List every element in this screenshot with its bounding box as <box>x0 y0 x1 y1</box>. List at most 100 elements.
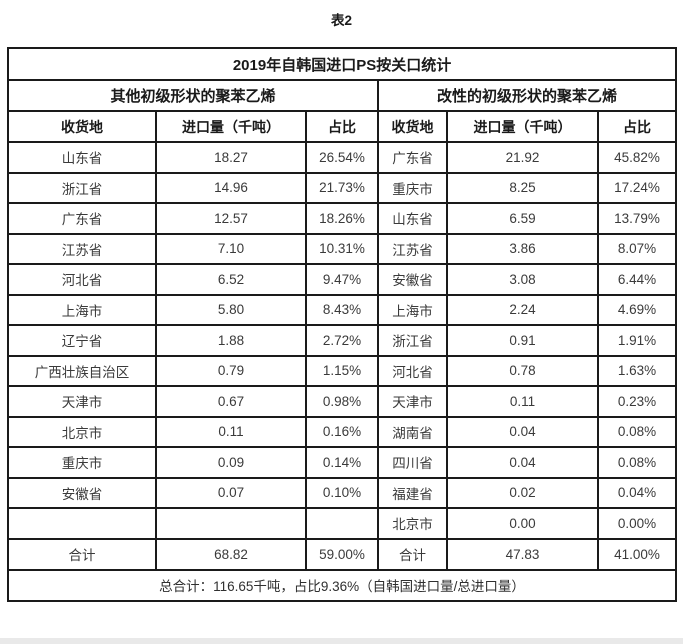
cell-share-right: 0.00% <box>596 507 678 540</box>
table-row: 辽宁省 1.88 2.72% 浙江省 0.91 1.91% <box>7 324 678 357</box>
section-header-left: 其他初级形状的聚苯乙烯 <box>7 79 379 112</box>
cell-share-right: 4.69% <box>596 293 678 326</box>
table-title: 2019年自韩国进口PS按关口统计 <box>6 47 678 81</box>
cell-volume-right: 0.04 <box>446 446 599 479</box>
cell-destination-left: 山东省 <box>7 141 157 174</box>
section-header-row: 其他初级形状的聚苯乙烯 改性的初级形状的聚苯乙烯 <box>7 79 678 112</box>
col-header-share-left: 占比 <box>305 110 379 143</box>
cell-volume-left: 12.57 <box>155 202 307 235</box>
cell-share-right: 17.24% <box>596 171 678 204</box>
cell-destination-right: 福建省 <box>377 476 448 509</box>
table-row: 北京市 0.00 0.00% <box>7 507 678 540</box>
imports-by-port-table: 2019年自韩国进口PS按关口统计 其他初级形状的聚苯乙烯 改性的初级形状的聚苯… <box>6 47 678 602</box>
cell-share-left: 0.98% <box>305 385 379 418</box>
cell-volume-left: 18.27 <box>155 141 307 174</box>
cell-share-left: 1.15% <box>305 354 379 387</box>
cell-share-left: 0.14% <box>305 446 379 479</box>
table-row: 广东省 12.57 18.26% 山东省 6.59 13.79% <box>7 202 678 235</box>
cell-volume-left: 0.11 <box>155 415 307 448</box>
cell-share-left: 26.54% <box>305 141 379 174</box>
cell-share-right: 0.04% <box>596 476 678 509</box>
cell-volume-right: 21.92 <box>446 141 599 174</box>
cell-volume-right: 3.86 <box>446 232 599 265</box>
cell-share-right: 45.82% <box>596 141 678 174</box>
totals-row: 合计 68.82 59.00% 合计 47.83 41.00% <box>7 537 678 571</box>
cell-volume-right: 0.11 <box>446 385 599 418</box>
cell-destination-right: 山东省 <box>377 202 448 235</box>
table-title-row: 2019年自韩国进口PS按关口统计 <box>6 47 678 81</box>
cell-destination-right: 江苏省 <box>377 232 448 265</box>
page-bottom-edge <box>0 638 683 644</box>
cell-share-left: 8.43% <box>305 293 379 326</box>
table-row: 北京市 0.11 0.16% 湖南省 0.04 0.08% <box>7 415 678 448</box>
cell-volume-right: 6.59 <box>446 202 599 235</box>
cell-volume-right: 2.24 <box>446 293 599 326</box>
totals-label-right: 合计 <box>377 537 448 571</box>
col-header-volume-right: 进口量（千吨） <box>446 110 599 143</box>
table-caption: 表2 <box>330 13 352 28</box>
table-row: 山东省 18.27 26.54% 广东省 21.92 45.82% <box>7 141 678 174</box>
col-header-destination-right: 收货地 <box>377 110 448 143</box>
col-header-share-right: 占比 <box>596 110 678 143</box>
cell-destination-left: 河北省 <box>7 263 157 296</box>
cell-share-left-empty <box>305 507 379 540</box>
cell-destination-left: 广东省 <box>7 202 157 235</box>
cell-volume-left: 5.80 <box>155 293 307 326</box>
cell-volume-left: 7.10 <box>155 232 307 265</box>
cell-volume-left: 0.07 <box>155 476 307 509</box>
cell-share-left: 9.47% <box>305 263 379 296</box>
table-row: 安徽省 0.07 0.10% 福建省 0.02 0.04% <box>7 476 678 509</box>
cell-volume-left: 6.52 <box>155 263 307 296</box>
cell-share-right: 0.23% <box>596 385 678 418</box>
table-row: 浙江省 14.96 21.73% 重庆市 8.25 17.24% <box>7 171 678 204</box>
cell-destination-left: 广西壮族自治区 <box>7 354 157 387</box>
cell-destination-right: 重庆市 <box>377 171 448 204</box>
totals-share-left: 59.00% <box>305 537 379 571</box>
totals-volume-right: 47.83 <box>446 537 599 571</box>
cell-destination-right: 上海市 <box>377 293 448 326</box>
cell-destination-left: 安徽省 <box>7 476 157 509</box>
cell-volume-left: 14.96 <box>155 171 307 204</box>
cell-volume-right: 0.91 <box>446 324 599 357</box>
cell-volume-right: 0.04 <box>446 415 599 448</box>
cell-destination-left: 辽宁省 <box>7 324 157 357</box>
cell-volume-right: 0.78 <box>446 354 599 387</box>
table-row: 江苏省 7.10 10.31% 江苏省 3.86 8.07% <box>7 232 678 265</box>
cell-destination-right: 北京市 <box>377 507 448 540</box>
cell-share-right: 1.91% <box>596 324 678 357</box>
cell-volume-right: 3.08 <box>446 263 599 296</box>
cell-volume-right: 0.02 <box>446 476 599 509</box>
cell-destination-right: 四川省 <box>377 446 448 479</box>
cell-destination-left-empty <box>7 507 157 540</box>
cell-share-left: 21.73% <box>305 171 379 204</box>
section-header-right: 改性的初级形状的聚苯乙烯 <box>376 79 678 112</box>
cell-share-left: 0.10% <box>305 476 379 509</box>
grand-total-text: 总合计：116.65千吨，占比9.36%（自韩国进口量/总进口量） <box>6 568 678 602</box>
cell-share-left: 10.31% <box>305 232 379 265</box>
totals-share-right: 41.00% <box>596 537 678 571</box>
cell-destination-left: 上海市 <box>7 293 157 326</box>
cell-destination-left: 重庆市 <box>7 446 157 479</box>
cell-destination-left: 天津市 <box>7 385 157 418</box>
table-row: 上海市 5.80 8.43% 上海市 2.24 4.69% <box>7 293 678 326</box>
cell-destination-right: 天津市 <box>377 385 448 418</box>
totals-label-left: 合计 <box>7 537 157 571</box>
cell-volume-left: 0.67 <box>155 385 307 418</box>
cell-volume-left: 1.88 <box>155 324 307 357</box>
cell-share-right: 0.08% <box>596 446 678 479</box>
cell-destination-left: 北京市 <box>7 415 157 448</box>
cell-share-right: 6.44% <box>596 263 678 296</box>
col-header-destination-left: 收货地 <box>7 110 157 143</box>
table-row: 广西壮族自治区 0.79 1.15% 河北省 0.78 1.63% <box>7 354 678 387</box>
grand-total-row: 总合计：116.65千吨，占比9.36%（自韩国进口量/总进口量） <box>6 568 678 602</box>
cell-destination-right: 湖南省 <box>377 415 448 448</box>
table-row: 天津市 0.67 0.98% 天津市 0.11 0.23% <box>7 385 678 418</box>
cell-share-right: 0.08% <box>596 415 678 448</box>
cell-destination-right: 安徽省 <box>377 263 448 296</box>
cell-share-left: 18.26% <box>305 202 379 235</box>
cell-share-right: 13.79% <box>596 202 678 235</box>
col-header-volume-left: 进口量（千吨） <box>155 110 307 143</box>
cell-volume-left-empty <box>155 507 307 540</box>
cell-volume-left: 0.79 <box>155 354 307 387</box>
table-row: 重庆市 0.09 0.14% 四川省 0.04 0.08% <box>7 446 678 479</box>
